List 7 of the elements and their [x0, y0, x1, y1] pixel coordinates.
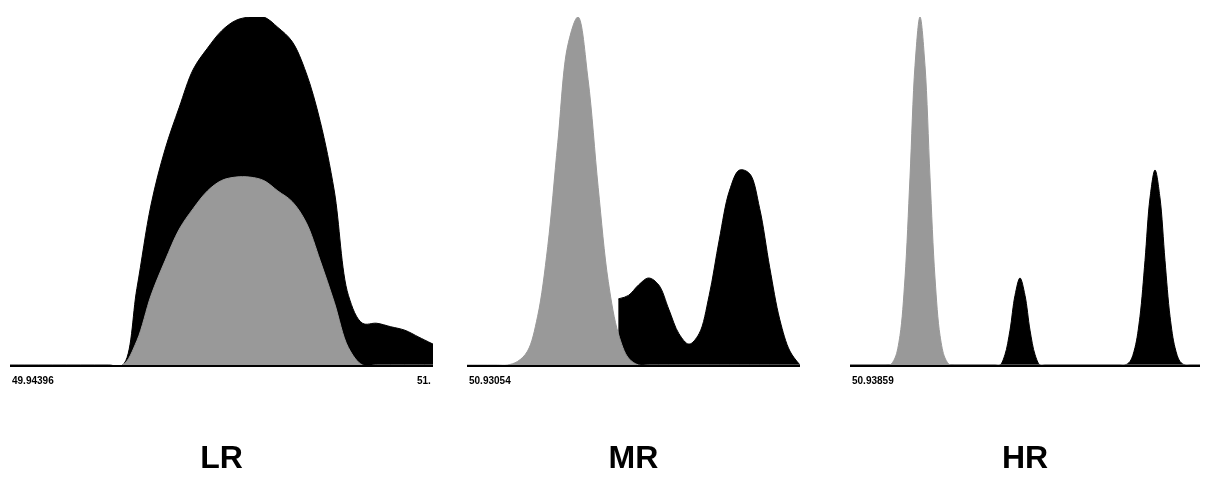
- x-axis-title: MR: [608, 439, 659, 476]
- text: 50.93859: [852, 375, 895, 386]
- x-axis-title: HR: [1001, 439, 1049, 476]
- text: 49.94396: [12, 375, 55, 386]
- text: 50.93054: [469, 375, 512, 386]
- text: 51.: [417, 375, 432, 386]
- x-axis-title: LR: [200, 439, 243, 476]
